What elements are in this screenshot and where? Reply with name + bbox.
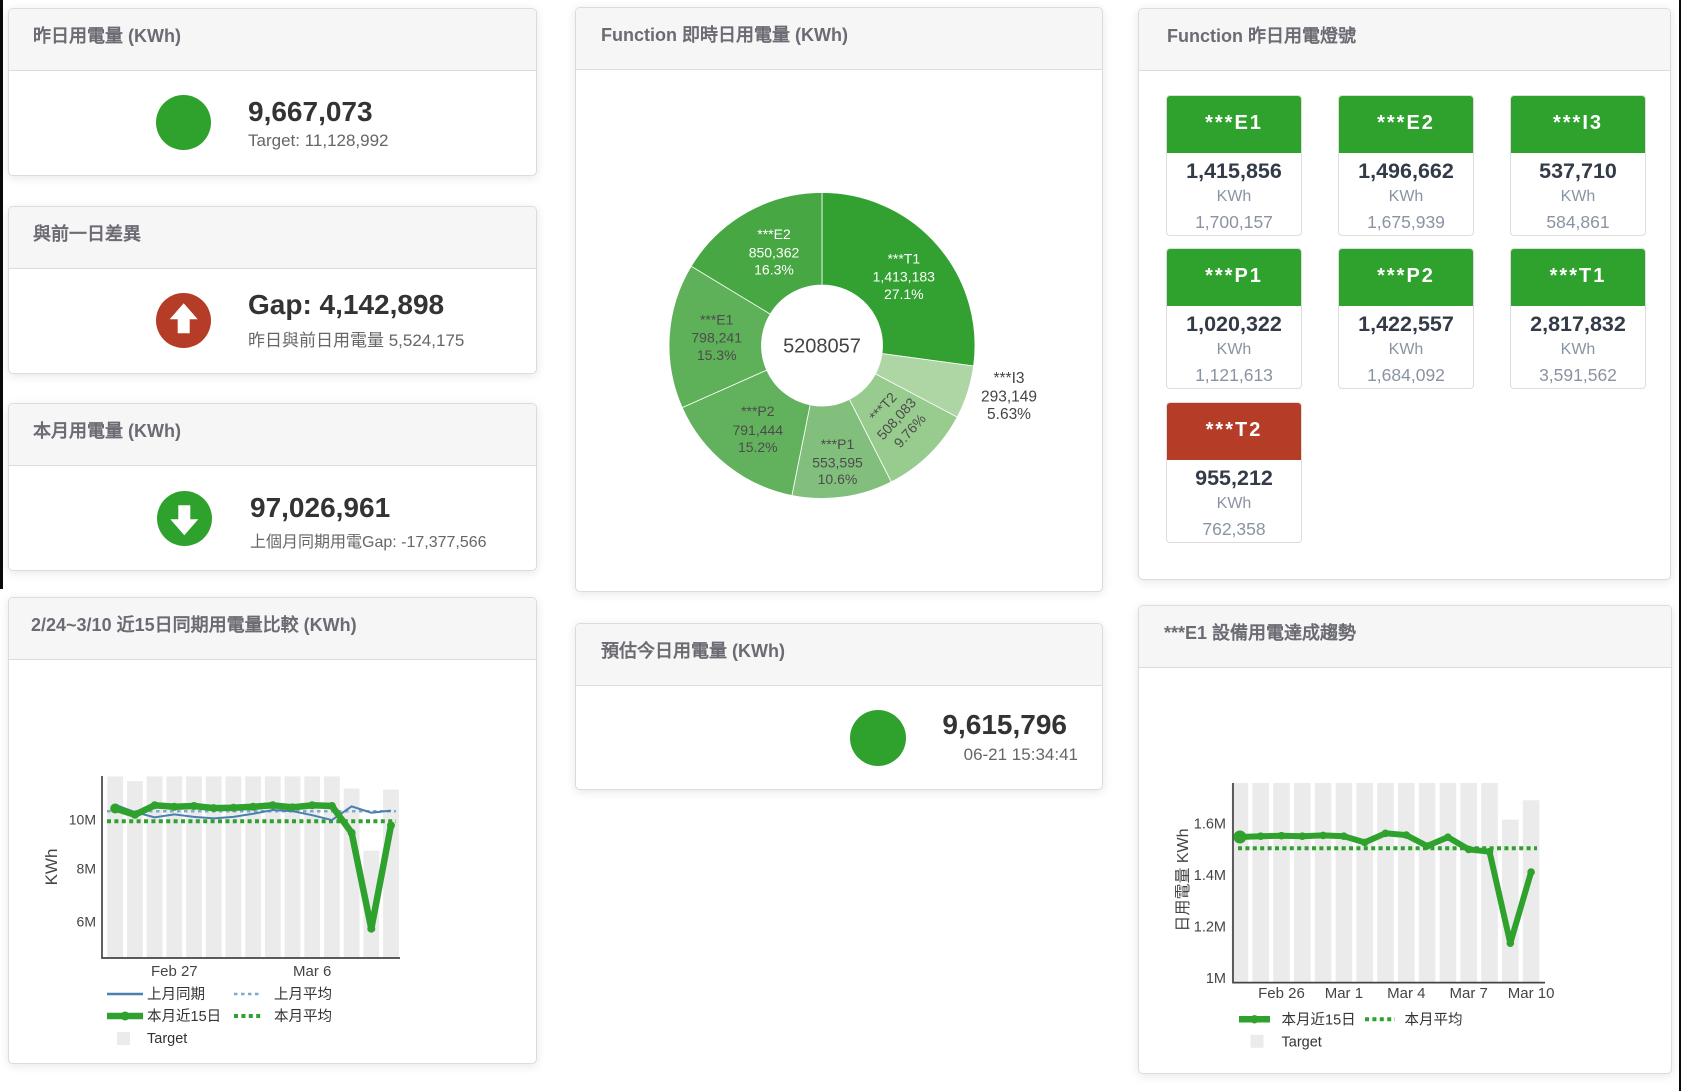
- svg-text:上月平均: 上月平均: [274, 986, 332, 1003]
- svg-text:Mar 1: Mar 1: [1325, 985, 1363, 1002]
- svg-text:1,413,183: 1,413,183: [873, 269, 935, 285]
- svg-text:本月平均: 本月平均: [274, 1008, 332, 1025]
- svg-text:***E2: ***E2: [757, 226, 791, 242]
- svg-text:1M: 1M: [1206, 971, 1226, 987]
- svg-text:798,241: 798,241: [691, 330, 742, 346]
- svg-text:上月同期: 上月同期: [147, 986, 205, 1003]
- svg-text:10M: 10M: [69, 812, 96, 828]
- svg-text:Mar 6: Mar 6: [293, 963, 331, 980]
- svg-text:Mar 4: Mar 4: [1387, 985, 1425, 1002]
- svg-text:1.4M: 1.4M: [1194, 868, 1226, 884]
- svg-text:6M: 6M: [77, 913, 96, 929]
- svg-text:Mar 10: Mar 10: [1508, 985, 1555, 1002]
- svg-text:5.63%: 5.63%: [987, 406, 1031, 423]
- svg-text:1.6M: 1.6M: [1194, 816, 1226, 832]
- svg-text:***E1: ***E1: [700, 311, 734, 327]
- svg-text:Feb 26: Feb 26: [1258, 985, 1305, 1002]
- svg-text:850,362: 850,362: [749, 244, 800, 260]
- svg-text:Target: Target: [1282, 1034, 1322, 1050]
- svg-text:27.1%: 27.1%: [884, 286, 924, 302]
- svg-text:***P2: ***P2: [741, 403, 775, 419]
- svg-text:10.6%: 10.6%: [818, 471, 858, 487]
- svg-text:KWh: KWh: [42, 849, 61, 886]
- svg-text:791,444: 791,444: [732, 422, 783, 438]
- svg-text:Mar 7: Mar 7: [1450, 985, 1488, 1002]
- svg-text:日用電量 KWh: 日用電量 KWh: [1175, 828, 1192, 931]
- svg-text:293,149: 293,149: [981, 389, 1037, 406]
- svg-text:16.3%: 16.3%: [754, 262, 794, 278]
- svg-text:***I3: ***I3: [993, 370, 1024, 387]
- svg-text:8M: 8M: [77, 861, 96, 877]
- svg-text:5208057: 5208057: [783, 336, 861, 358]
- svg-text:***T1: ***T1: [887, 250, 920, 266]
- svg-text:***P1: ***P1: [821, 436, 855, 452]
- svg-text:Target: Target: [147, 1031, 187, 1047]
- svg-text:553,595: 553,595: [812, 455, 863, 471]
- svg-text:1.2M: 1.2M: [1194, 920, 1226, 936]
- svg-text:本月近15日: 本月近15日: [147, 1008, 221, 1025]
- svg-text:本月近15日: 本月近15日: [1282, 1011, 1356, 1028]
- svg-text:15.2%: 15.2%: [738, 439, 778, 455]
- svg-text:本月平均: 本月平均: [1405, 1011, 1463, 1028]
- svg-text:15.3%: 15.3%: [697, 347, 737, 363]
- svg-text:Feb 27: Feb 27: [151, 963, 198, 980]
